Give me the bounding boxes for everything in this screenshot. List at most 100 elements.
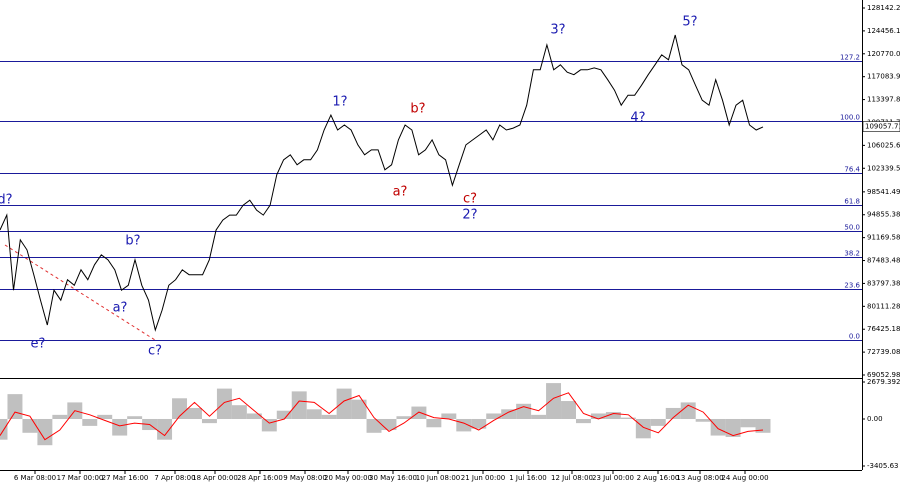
osc-bar (37, 418, 53, 446)
osc-bar (381, 418, 397, 431)
osc-bar (261, 418, 277, 432)
osc-bar (471, 418, 487, 429)
y-tick-label: 106025.68 (867, 141, 900, 149)
osc-bar (516, 403, 532, 419)
osc-signal (0, 392, 764, 441)
osc-bar (172, 398, 188, 419)
osc-bar (665, 407, 681, 419)
y-tick-label: 94855.38 (867, 211, 900, 219)
wave-label: 1? (332, 95, 347, 110)
osc-bar (635, 418, 651, 439)
fib-label: 50.0 (844, 224, 860, 232)
osc-bar (441, 413, 457, 419)
x-tick-label: 21 Jun 00:00 (461, 474, 505, 482)
x-tick-label: 13 Aug 08:00 (676, 474, 723, 482)
y-tick-label: -3405.63 (867, 462, 898, 470)
y-tick-label: 87483.48 (867, 257, 900, 265)
plot-bg (0, 0, 862, 485)
osc-bar (321, 414, 337, 419)
last-price-label: 109057.71 (865, 123, 900, 131)
osc-bar (710, 418, 726, 436)
osc-bar (426, 418, 442, 428)
osc-bar (7, 394, 23, 419)
x-tick-label: 20 May 00:00 (324, 474, 372, 482)
x-tick-label: 23 Jul 00:00 (592, 474, 634, 482)
osc-bar (351, 399, 367, 419)
osc-bar (112, 418, 128, 436)
osc-bar (201, 418, 217, 424)
x-tick-label: 17 Mar 00:00 (57, 474, 104, 482)
wave-label: 3? (550, 23, 565, 38)
x-tick-label: 1 Jul 16:00 (509, 474, 547, 482)
y-tick-label: 80111.28 (867, 302, 900, 310)
osc-bar (486, 413, 502, 419)
fib-label: 61.8 (844, 198, 860, 206)
x-tick-label: 27 Mar 16:00 (102, 474, 149, 482)
osc-bar (22, 418, 38, 433)
price-line (0, 34, 764, 332)
fib-label: 76.4 (844, 166, 860, 174)
y-tick-label: 102339.58 (867, 164, 900, 172)
y-tick-label: 83797.38 (867, 279, 900, 287)
fib-label: 38.2 (844, 250, 860, 258)
fib-label: 23.6 (844, 282, 860, 290)
osc-bar (187, 407, 202, 419)
osc-bar (620, 417, 636, 419)
wave-label: b? (410, 102, 425, 117)
osc-bar (231, 405, 247, 419)
y-tick-label: 117083.98 (867, 73, 900, 81)
osc-bar (396, 416, 412, 419)
osc-bar (276, 410, 292, 419)
y-tick-label: 124456.18 (867, 27, 900, 35)
y-tick-label: 72739.08 (867, 348, 900, 356)
wave-label: a? (113, 301, 128, 316)
osc-bar (97, 414, 113, 419)
wave-label: 2? (462, 208, 477, 223)
wave-label: a? (393, 185, 408, 200)
fib-label: 127.2 (840, 54, 860, 62)
osc-bar (650, 418, 666, 426)
osc-bar (575, 418, 591, 424)
wave-label: 4? (630, 111, 645, 126)
wave-label: 5? (682, 15, 697, 30)
x-tick-label: 24 Aug 00:00 (721, 474, 768, 482)
y-tick-label: 91169.58 (867, 234, 900, 242)
osc-bar (561, 401, 576, 419)
x-tick-label: 12 Jul 08:00 (551, 474, 593, 482)
fib-label: 100.0 (840, 114, 860, 122)
osc-bar (695, 418, 711, 422)
x-tick-label: 10 Jun 08:00 (416, 474, 460, 482)
osc-bar (531, 414, 547, 419)
y-tick-label: 76425.18 (867, 325, 900, 333)
y-tick-label: 120770.08 (867, 50, 900, 58)
osc-bar (246, 413, 262, 419)
osc-bar (336, 388, 352, 419)
x-tick-label: 28 Apr 16:00 (237, 474, 283, 482)
osc-bar (546, 383, 562, 419)
y-tick-label: 113397.88 (867, 96, 900, 104)
osc-bar (157, 418, 173, 440)
y-tick-label: 0.00 (867, 415, 883, 423)
x-tick-label: 30 May 16:00 (369, 474, 417, 482)
osc-bar (366, 418, 382, 433)
last-price-box (862, 121, 900, 132)
x-tick-label: 7 Apr 08:00 (154, 474, 195, 482)
wave-label: c? (148, 344, 162, 359)
x-tick-label: 18 Apr 00:00 (192, 474, 238, 482)
y-tick-label: 69052.98 (867, 371, 900, 379)
osc-bar (127, 416, 143, 419)
y-tick-label: 128142.28 (867, 4, 900, 12)
osc-bar (501, 409, 517, 419)
x-tick-label: 6 Mar 08:00 (14, 474, 56, 482)
wave-label: d? (0, 193, 13, 208)
osc-bar (411, 406, 427, 419)
wave-label: b? (125, 234, 140, 249)
x-tick-label: 2 Aug 16:00 (637, 474, 680, 482)
fib-label: 0.0 (849, 333, 860, 341)
y-tick-label: 98541.49 (867, 188, 900, 196)
y-tick-label: 2679.392 (867, 378, 900, 386)
osc-bar (740, 418, 756, 428)
osc-bar (52, 414, 68, 419)
wave-label: e? (31, 337, 46, 352)
